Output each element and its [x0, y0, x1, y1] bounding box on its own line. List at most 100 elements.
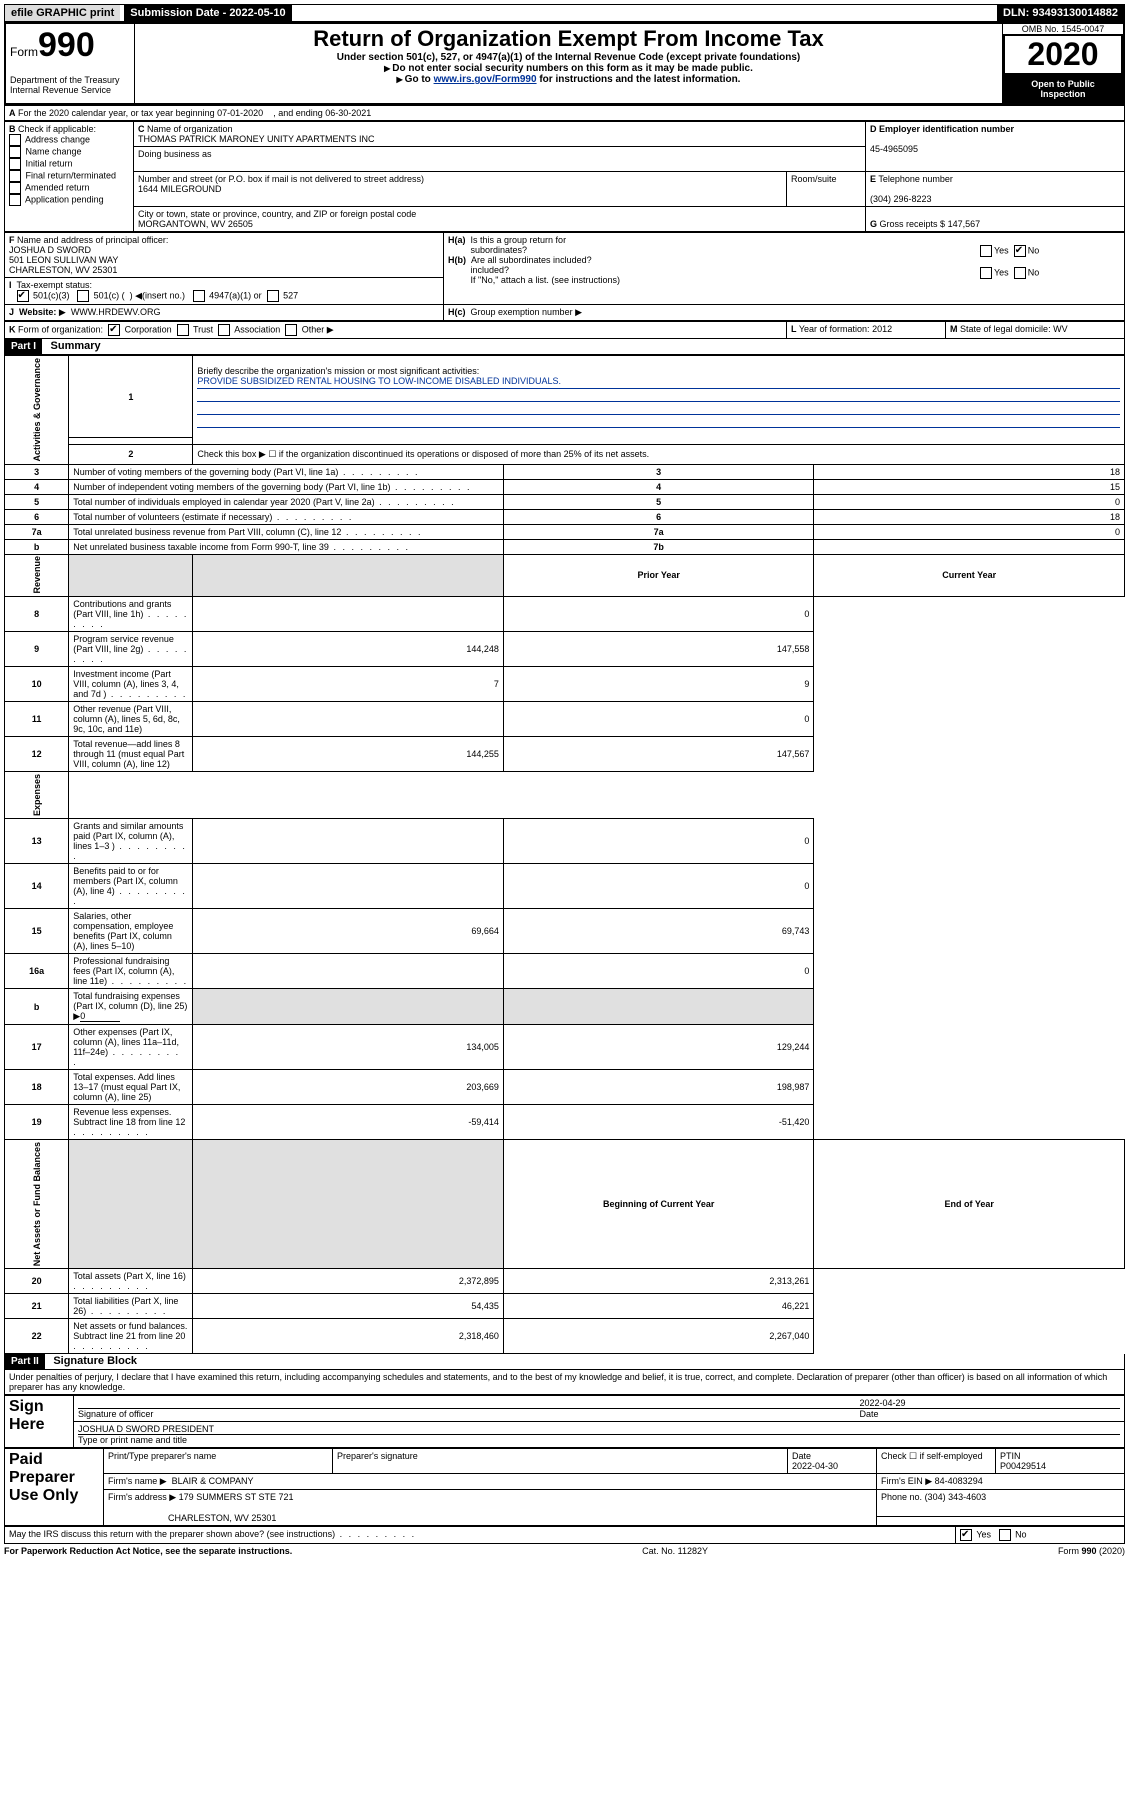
form-title: Return of Organization Exempt From Incom…: [139, 26, 998, 52]
firm-ein-label: Firm's EIN ▶: [881, 1476, 932, 1486]
klm-block: K Form of organization: Corporation Trus…: [4, 321, 1125, 339]
period-row: A For the 2020 calendar year, or tax yea…: [4, 105, 1125, 121]
firm-name: BLAIR & COMPANY: [172, 1476, 254, 1486]
form-header: Form990 Department of the Treasury Inter…: [4, 22, 1125, 105]
sig-officer-label: Signature of officer: [78, 1409, 860, 1419]
type-name-label: Type or print name and title: [78, 1435, 1120, 1445]
sign-block: Sign Here 2022-04-29 Signature of office…: [4, 1395, 1125, 1448]
phone-value: (304) 296-8223: [870, 194, 932, 204]
current-year-header: Current Year: [814, 554, 1125, 597]
page-footer: For Paperwork Reduction Act Notice, see …: [4, 1544, 1125, 1556]
corp-checkbox[interactable]: [108, 324, 120, 336]
part2-header: Part II: [5, 1354, 45, 1369]
discuss-yes-checkbox[interactable]: [960, 1529, 972, 1541]
end-year-header: End of Year: [814, 1140, 1125, 1269]
box-f-label: Name and address of principal officer:: [17, 235, 168, 245]
footer-left: For Paperwork Reduction Act Notice, see …: [4, 1546, 292, 1556]
box-d-label: Employer identification number: [879, 124, 1014, 134]
summary-table: Activities & Governance 1 Briefly descri…: [4, 355, 1125, 1354]
box-b-header: Check if applicable:: [18, 124, 96, 134]
501c-checkbox[interactable]: [77, 290, 89, 302]
paid-preparer-label: Paid Preparer Use Only: [9, 1451, 78, 1504]
gross-receipts-label: Gross receipts $: [880, 219, 946, 229]
inspection-badge: Open to PublicInspection: [1003, 75, 1123, 103]
room-suite-label: Room/suite: [787, 172, 866, 207]
gross-receipts-value: 147,567: [948, 219, 981, 229]
hb-no-checkbox[interactable]: [1014, 267, 1026, 279]
begin-year-header: Beginning of Current Year: [503, 1140, 814, 1269]
check-self-employed: Check ☐ if self-employed: [877, 1449, 996, 1474]
state-domicile: WV: [1053, 324, 1068, 334]
period-text: For the 2020 calendar year, or tax year …: [18, 108, 263, 118]
sign-here-label: Sign Here: [9, 1398, 45, 1433]
efile-badge: efile GRAPHIC print: [5, 5, 120, 21]
hc-label: Group exemption number: [471, 307, 573, 317]
4947-checkbox[interactable]: [193, 290, 205, 302]
discuss-no-checkbox[interactable]: [999, 1529, 1011, 1541]
boxb-checkbox[interactable]: [9, 146, 21, 158]
other-checkbox[interactable]: [285, 324, 297, 336]
boxb-checkbox[interactable]: [9, 158, 21, 170]
org-name: THOMAS PATRICK MARONEY UNITY APARTMENTS …: [138, 134, 375, 144]
firm-ein: 84-4083294: [935, 1476, 983, 1486]
firm-addr-label: Firm's address ▶: [108, 1492, 176, 1502]
ptin-value: P00429514: [1000, 1461, 1046, 1471]
ha-yes-checkbox[interactable]: [980, 245, 992, 257]
boxb-checkbox[interactable]: [9, 182, 21, 194]
sig-date-label: Date: [860, 1409, 1121, 1419]
hb-label: Are all subordinates included?: [471, 255, 592, 265]
irs-label: Internal Revenue Service: [10, 85, 111, 95]
box-k-label: Form of organization:: [18, 324, 103, 334]
side-revenue: Revenue: [5, 554, 69, 597]
year-formation: 2012: [872, 324, 892, 334]
q1-text: Briefly describe the organization's miss…: [197, 366, 479, 376]
527-checkbox[interactable]: [267, 290, 279, 302]
part2-title: Signature Block: [47, 1355, 137, 1367]
footer-right: Form 990 (2020): [1058, 1546, 1125, 1556]
box-j-label: Website:: [19, 307, 56, 317]
dba-label: Doing business as: [138, 149, 212, 159]
website-value: WWW.HRDEWV.ORG: [71, 307, 161, 317]
preparer-sig-label: Preparer's signature: [333, 1449, 788, 1474]
firm-addr2: CHARLESTON, WV 25301: [168, 1513, 276, 1523]
trust-checkbox[interactable]: [177, 324, 189, 336]
q2-text: Check this box ▶ ☐ if the organization d…: [193, 444, 1125, 464]
part1-header: Part I: [5, 339, 42, 354]
city-label: City or town, state or province, country…: [138, 209, 416, 219]
boxb-checkbox[interactable]: [9, 170, 21, 182]
side-expenses: Expenses: [5, 772, 69, 819]
hc-note: If "No," attach a list. (see instruction…: [471, 275, 620, 285]
fund-b-value: 0: [80, 1011, 120, 1022]
firm-phone-label: Phone no.: [881, 1492, 922, 1502]
org-info-block: B Check if applicable: Address change Na…: [4, 121, 1125, 232]
ein-value: 45-4965095: [870, 144, 918, 154]
form-label: Form990: [10, 45, 95, 59]
side-governance: Activities & Governance: [5, 356, 69, 465]
assoc-checkbox[interactable]: [218, 324, 230, 336]
boxb-checkbox[interactable]: [9, 134, 21, 146]
box-c-name-label: Name of organization: [147, 124, 233, 134]
sign-date: 2022-04-29: [860, 1398, 1121, 1408]
hb-yes-checkbox[interactable]: [980, 267, 992, 279]
tax-year: 2020: [1003, 34, 1123, 75]
501c3-checkbox[interactable]: [17, 290, 29, 302]
part1-title: Summary: [45, 340, 101, 352]
boxb-checkbox[interactable]: [9, 194, 21, 206]
submission-date: Submission Date - 2022-05-10: [124, 5, 291, 21]
officer-addr2: CHARLESTON, WV 25301: [9, 265, 117, 275]
box-m-label: State of legal domicile:: [960, 324, 1051, 334]
addr-label: Number and street (or P.O. box if mail i…: [138, 174, 424, 184]
omb-number: OMB No. 1545-0047: [1003, 24, 1123, 34]
irs-link[interactable]: www.irs.gov/Form990: [434, 74, 537, 85]
box-i-label: Tax-exempt status:: [17, 280, 93, 290]
mission-text: PROVIDE SUBSIDIZED RENTAL HOUSING TO LOW…: [197, 376, 1120, 389]
top-bar: efile GRAPHIC print Submission Date - 20…: [4, 4, 1125, 22]
prep-date-label: Date: [792, 1451, 811, 1461]
officer-addr1: 501 LEON SULLIVAN WAY: [9, 255, 118, 265]
officer-status-block: F Name and address of principal officer:…: [4, 232, 1125, 321]
form-subtitle-3: Go to www.irs.gov/Form990 for instructio…: [139, 74, 998, 85]
prep-date: 2022-04-30: [792, 1461, 838, 1471]
ha-no-checkbox[interactable]: [1014, 245, 1026, 257]
box-l-label: Year of formation:: [799, 324, 870, 334]
dln-badge: DLN: 93493130014882: [997, 5, 1124, 21]
